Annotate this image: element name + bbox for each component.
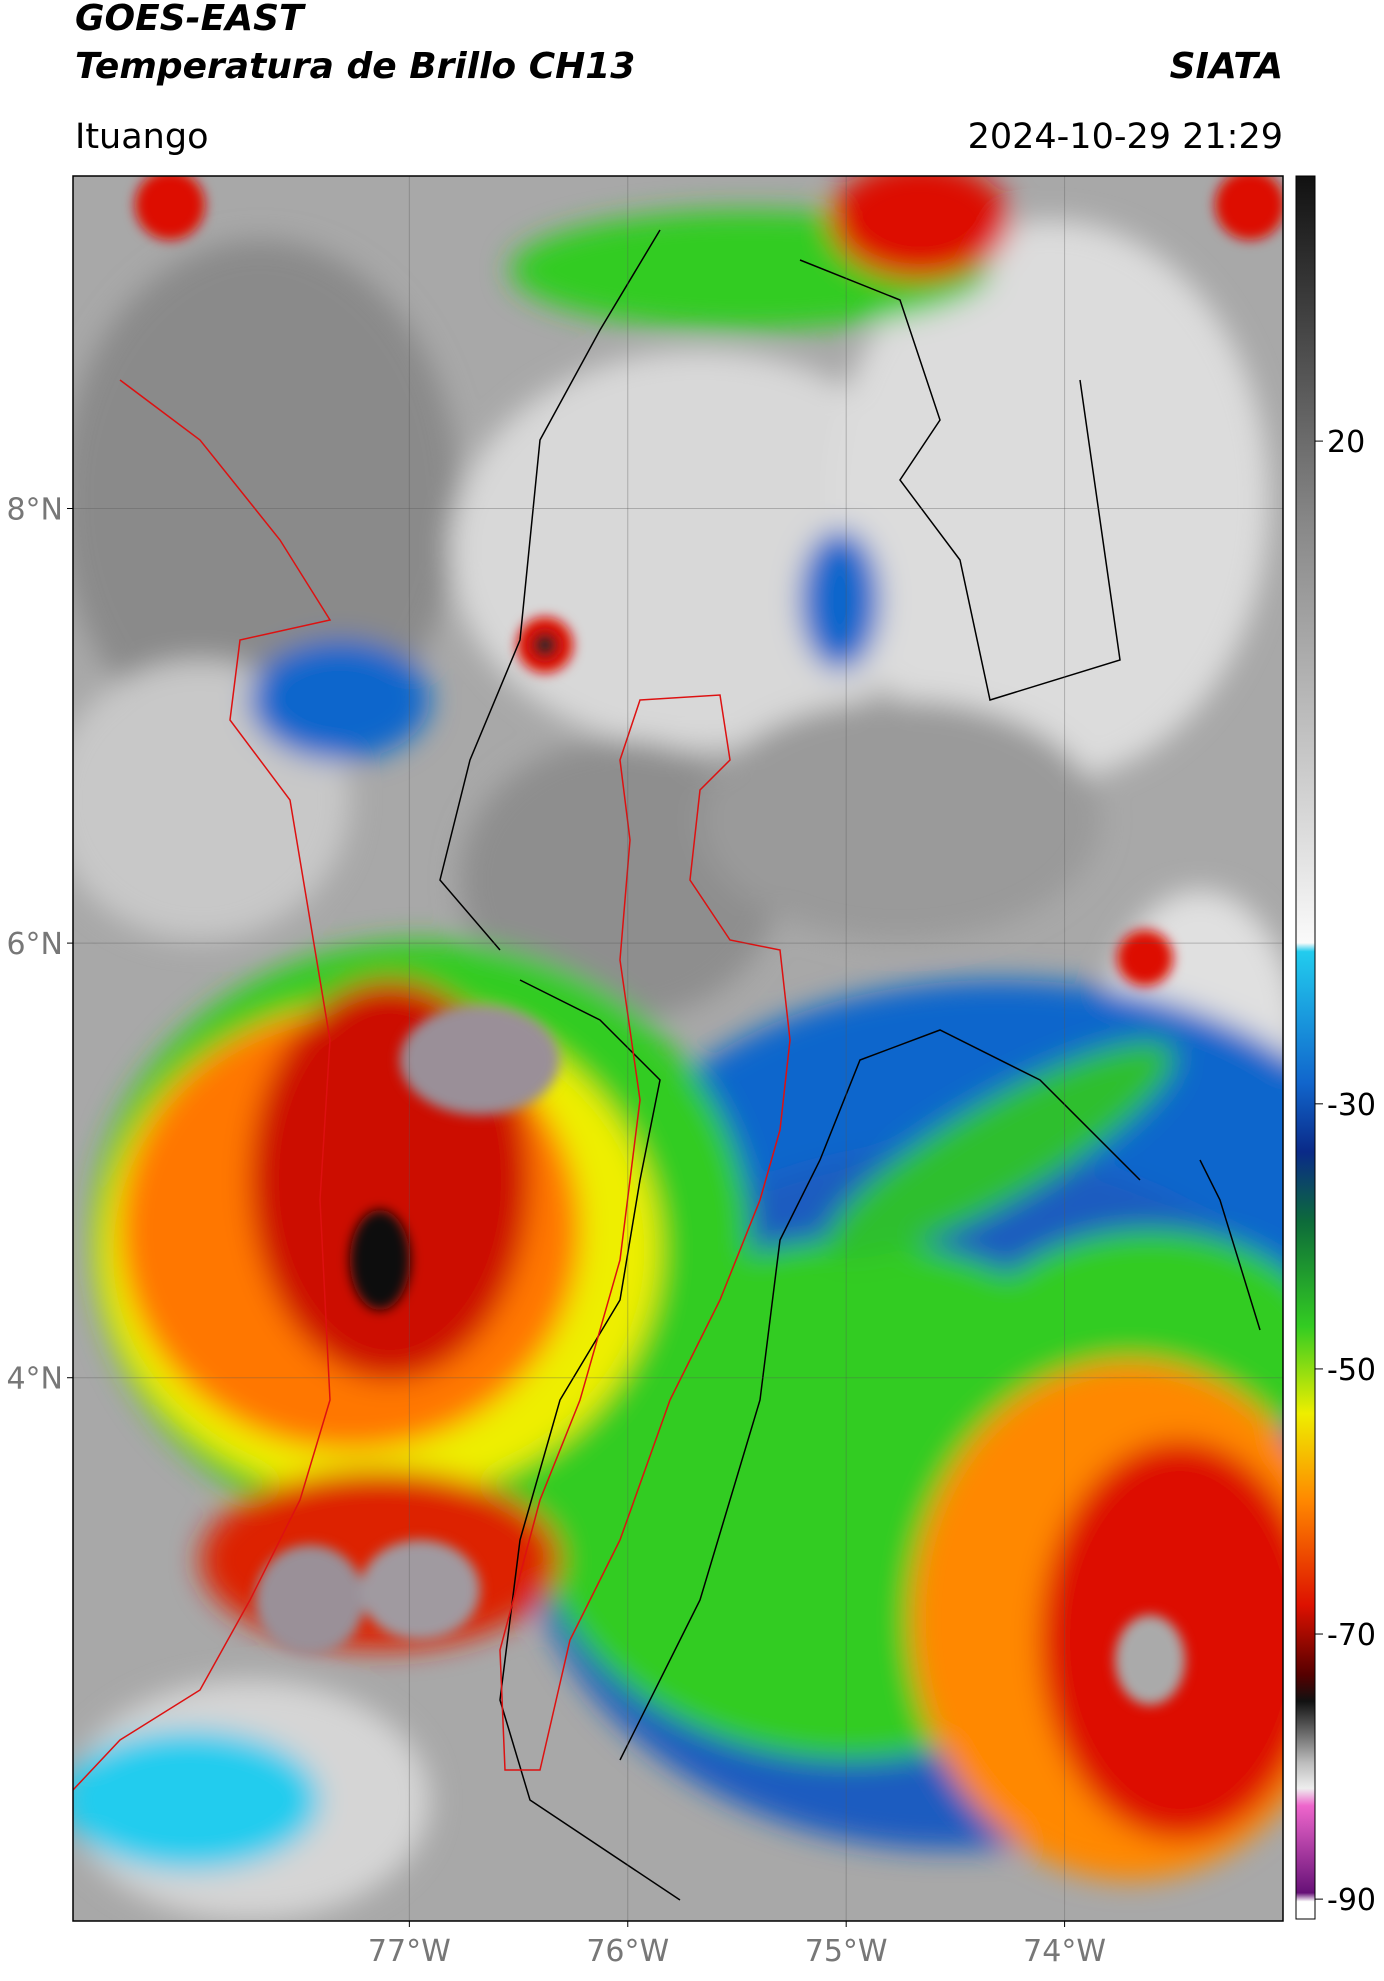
lon-tick-label: 75°W [805,1934,888,1969]
colorbar-tick-label: -50 [1327,1353,1376,1388]
lon-tick-label: 74°W [1023,1934,1106,1969]
lat-tick-label: 6°N [6,927,63,962]
colorbar [1295,175,1316,1920]
subtitle: Temperatura de Brillo CH13 [75,46,635,87]
title: GOES-EAST [75,0,306,39]
location: Ituango [75,117,209,157]
timestamp: 2024-10-29 21:29 [968,117,1283,157]
map-frame [72,175,1284,1922]
colorbar-tick-label: -70 [1327,1618,1376,1653]
lon-tick-label: 76°W [586,1934,669,1969]
source: SIATA [1170,46,1283,87]
colorbar-tick-label: 20 [1327,425,1365,460]
colorbar-tick-label: -90 [1327,1883,1376,1918]
lat-tick-label: 4°N [6,1362,63,1397]
colorbar-tick-label: -30 [1327,1088,1376,1123]
lat-tick-label: 8°N [6,492,63,527]
lon-tick-label: 77°W [368,1934,451,1969]
grid [73,176,1283,1921]
satellite-image [73,176,1283,1921]
